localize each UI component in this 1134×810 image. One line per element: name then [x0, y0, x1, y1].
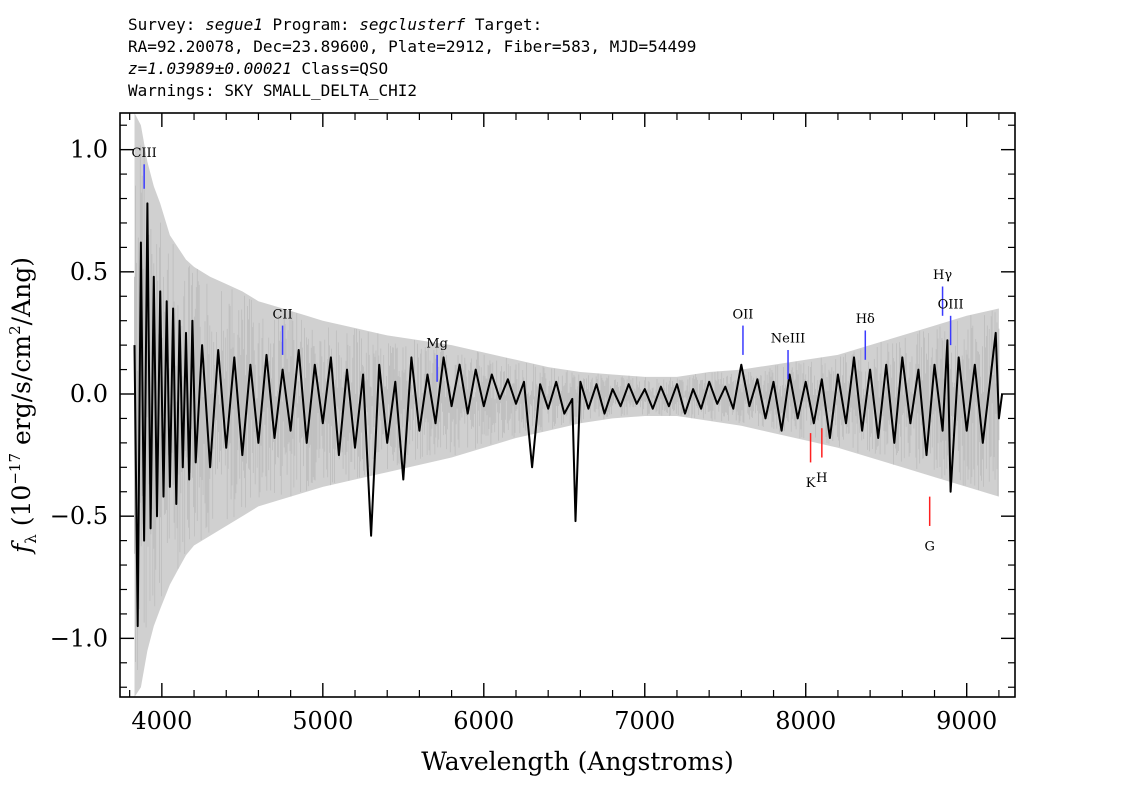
emission-line-label: Hδ	[856, 312, 875, 327]
x-tick-label: 9000	[936, 707, 997, 735]
y-tick-label: −1.0	[50, 624, 108, 652]
emission-line-label: CIII	[131, 146, 156, 161]
plot-frame	[119, 112, 1016, 698]
survey-label: Survey:	[128, 15, 196, 34]
y-axis-label-exp: −17	[6, 453, 24, 485]
y-tick-label: −0.5	[50, 502, 108, 530]
x-tick-label: 6000	[453, 707, 514, 735]
header-line-survey: Survey: segue1 Program: segclusterf Targ…	[128, 14, 696, 36]
absorption-line-label: K	[806, 476, 816, 491]
line-markers: CIII CII Mg OII NeIII Hδ Hγ OIII K H G	[131, 146, 963, 555]
x-axis-label: Wavelength (Angstroms)	[421, 747, 733, 776]
header-line-coords: RA=92.20078, Dec=23.89600, Plate=2912, F…	[128, 37, 697, 56]
y-axis-label-f: f	[7, 540, 36, 555]
y-tick-label: 1.0	[70, 136, 108, 164]
absorption-line-label: G	[924, 540, 934, 555]
program-value: segclusterf	[359, 15, 466, 34]
x-tick-label: 5000	[292, 707, 353, 735]
y-axis-label-units: erg/s/cm	[7, 335, 36, 445]
survey-value: segue1	[205, 15, 263, 34]
redshift-value: z=1.03989±0.00021	[128, 59, 292, 78]
y-axis-label-sub: λ	[22, 534, 40, 544]
spectrum-line	[133, 202, 1004, 628]
x-tick-label: 7000	[614, 707, 675, 735]
y-axis-label-sq: 2	[6, 325, 24, 335]
error-band	[134, 113, 999, 697]
header-line-redshift: z=1.03989±0.00021 Class=QSO	[128, 58, 696, 80]
emission-line-label: OIII	[938, 297, 964, 312]
emission-line-label: NeIII	[771, 332, 805, 347]
header-line-warnings: Warnings: SKY SMALL_DELTA_CHI2	[128, 81, 417, 100]
y-tick-label: 0.5	[70, 258, 108, 286]
y-tick-label: 0.0	[70, 380, 108, 408]
emission-line-label: Hγ	[933, 268, 952, 283]
target-label: Target:	[474, 15, 543, 34]
spectrum-header: Survey: segue1 Program: segclusterf Targ…	[128, 14, 696, 102]
emission-line-label: CII	[272, 307, 292, 322]
emission-line-label: OII	[732, 307, 753, 322]
y-axis-label-tail: /Ang)	[7, 257, 36, 325]
x-tick-label: 4000	[131, 707, 192, 735]
y-axis-label: fλ (10−17 erg/s/cm2/Ang)	[6, 257, 40, 555]
absorption-line-label: H	[816, 471, 827, 486]
y-axis-label-paren: (10	[7, 485, 36, 527]
emission-line-label: Mg	[426, 337, 448, 352]
program-label: Program:	[272, 15, 350, 34]
class-value: Class=QSO	[301, 59, 389, 78]
x-tick-label: 8000	[775, 707, 836, 735]
